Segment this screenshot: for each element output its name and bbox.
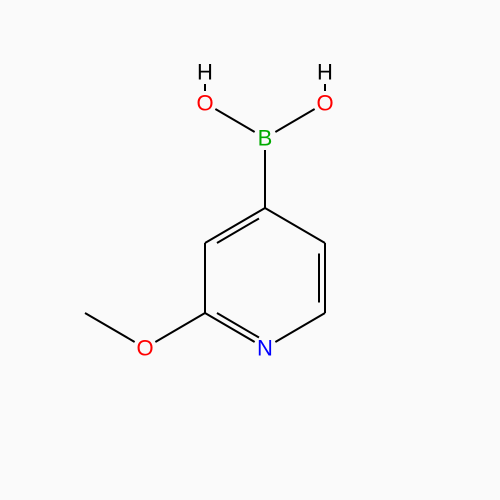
atom-h: H xyxy=(317,60,333,85)
atom-h: H xyxy=(197,60,213,85)
bond xyxy=(217,218,259,243)
bond xyxy=(155,313,205,342)
atom-o: O xyxy=(196,91,213,116)
bond xyxy=(275,313,325,342)
atom-n: N xyxy=(257,336,273,361)
bond xyxy=(215,109,254,132)
bond xyxy=(275,109,314,132)
atom-o: O xyxy=(136,336,153,361)
bond xyxy=(205,208,265,243)
bond xyxy=(205,313,255,342)
atom-b: B xyxy=(258,126,273,151)
bond xyxy=(265,208,325,243)
bond xyxy=(217,313,259,338)
bond xyxy=(85,313,135,342)
atom-o: O xyxy=(316,91,333,116)
molecule-diagram: NBOOHHO xyxy=(0,0,500,500)
